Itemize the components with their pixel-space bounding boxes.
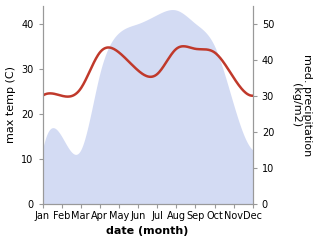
Y-axis label: med. precipitation
(kg/m2): med. precipitation (kg/m2) [291, 54, 313, 156]
X-axis label: date (month): date (month) [107, 227, 189, 236]
Y-axis label: max temp (C): max temp (C) [5, 66, 16, 143]
